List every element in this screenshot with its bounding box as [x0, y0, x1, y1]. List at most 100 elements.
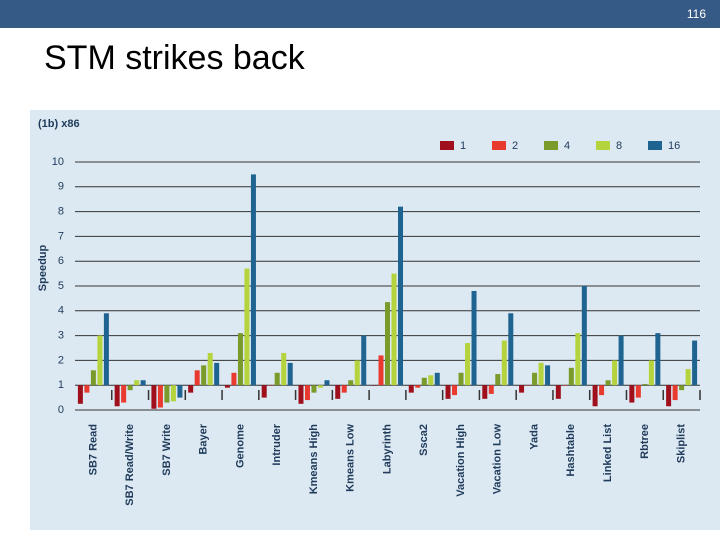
bar — [311, 385, 317, 393]
x-tick-label: Genome — [234, 424, 246, 468]
bar — [575, 333, 581, 386]
bar — [287, 362, 293, 386]
bar — [201, 365, 207, 386]
bar — [250, 174, 256, 386]
bar — [378, 355, 384, 386]
x-tick-label: Ssca2 — [418, 424, 430, 456]
bar — [434, 372, 440, 386]
legend-swatch — [440, 141, 454, 150]
legend-label: 16 — [668, 140, 680, 152]
bar — [679, 385, 685, 391]
bar — [194, 370, 200, 386]
bar — [618, 335, 624, 386]
bar — [666, 385, 672, 407]
x-tick-label: Rbtree — [639, 424, 651, 459]
bar — [214, 362, 220, 386]
bar — [445, 385, 451, 399]
bar — [237, 333, 243, 386]
legend-label: 8 — [616, 140, 622, 152]
y-tick-label: 6 — [58, 255, 64, 267]
bar — [84, 385, 90, 393]
x-tick-label: Hashtable — [565, 424, 577, 477]
bar — [421, 377, 427, 386]
slide-title: STM strikes back — [44, 39, 306, 77]
bar — [77, 385, 83, 404]
x-tick-label: Kmeans Low — [345, 424, 357, 492]
bar — [458, 372, 464, 386]
y-tick-label: 0 — [58, 404, 64, 416]
bar — [170, 385, 176, 402]
bar — [415, 385, 421, 388]
bar — [685, 369, 691, 386]
bar — [612, 360, 618, 386]
bar — [207, 352, 213, 386]
bar — [317, 385, 323, 388]
bar — [642, 383, 648, 386]
bar — [304, 385, 310, 401]
x-tick-label: Labyrinth — [381, 424, 393, 474]
x-tick-label: SB7 Write — [161, 424, 173, 476]
x-tick-label: Linked List — [602, 424, 614, 482]
legend-label: 2 — [512, 140, 518, 152]
y-tick-label: 1 — [58, 379, 64, 391]
x-tick-label: Yada — [528, 423, 540, 450]
bar — [140, 380, 146, 386]
bar — [341, 385, 347, 393]
bar — [581, 286, 587, 386]
y-tick-label: 10 — [52, 156, 64, 168]
bar — [90, 370, 96, 386]
chart-title: (1b) x86 — [38, 118, 80, 130]
bar — [103, 313, 109, 386]
bar — [97, 335, 103, 386]
bar — [538, 362, 544, 386]
bar — [635, 385, 641, 398]
bar — [672, 385, 678, 401]
bar — [629, 385, 635, 403]
y-tick-label: 8 — [58, 206, 64, 218]
bar — [545, 365, 551, 386]
x-tick-label: Bayer — [198, 423, 210, 454]
x-tick-label: SB7 Read/Write — [124, 424, 136, 506]
bar — [692, 340, 698, 386]
legend-swatch — [648, 141, 662, 150]
bar — [268, 385, 274, 386]
x-tick-label: Skiplist — [676, 424, 688, 463]
bar — [261, 385, 267, 398]
bar — [391, 273, 397, 386]
x-tick-label: Vacation Low — [492, 424, 504, 495]
bar — [114, 385, 120, 407]
bar — [562, 385, 568, 386]
chart-panel — [30, 110, 720, 530]
y-tick-label: 5 — [58, 280, 64, 292]
bar — [188, 385, 194, 393]
x-tick-label: Vacation High — [455, 424, 467, 497]
y-tick-label: 4 — [58, 305, 64, 317]
bar — [488, 385, 494, 394]
bar — [605, 380, 611, 386]
bar — [471, 290, 477, 386]
bar — [532, 372, 538, 386]
bar — [361, 335, 367, 386]
bar — [519, 385, 525, 393]
bar — [568, 367, 574, 386]
y-tick-label: 7 — [58, 230, 64, 242]
bar — [127, 385, 133, 391]
bar — [134, 380, 140, 386]
bar — [151, 385, 157, 409]
bar — [648, 360, 654, 386]
bar — [324, 380, 330, 386]
bar — [348, 380, 354, 386]
bar — [274, 372, 280, 386]
bar — [157, 385, 163, 408]
bar — [121, 385, 127, 403]
y-tick-label: 2 — [58, 354, 64, 366]
y-tick-label: 9 — [58, 181, 64, 193]
bar — [177, 385, 183, 398]
bar — [224, 385, 230, 388]
x-tick-label: Kmeans High — [308, 424, 320, 495]
bar — [555, 385, 561, 399]
bar — [428, 375, 434, 386]
x-tick-label: SB7 Read — [87, 424, 99, 475]
bar — [408, 385, 414, 393]
